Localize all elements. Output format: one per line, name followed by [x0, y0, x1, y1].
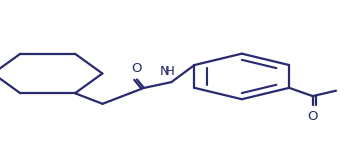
Text: O: O: [307, 110, 318, 123]
Text: N: N: [160, 65, 170, 78]
Text: O: O: [132, 62, 142, 75]
Text: H: H: [165, 65, 174, 78]
